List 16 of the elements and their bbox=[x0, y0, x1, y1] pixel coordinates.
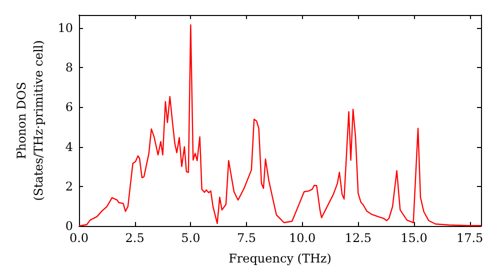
x-tick-label: 17.5 bbox=[456, 231, 484, 245]
y-tick-label: 4 bbox=[65, 140, 74, 154]
y-tick-label: 8 bbox=[65, 60, 73, 74]
y-tick-label: 6 bbox=[65, 100, 73, 114]
x-tick-label: 2.5 bbox=[125, 231, 144, 245]
x-tick-label: 0.0 bbox=[69, 231, 89, 245]
x-tick-label: 12.5 bbox=[344, 231, 372, 245]
x-tick-label: 10.0 bbox=[288, 231, 316, 245]
y-axis-title: Phonon DOS (States/THz·primitive cell) bbox=[14, 40, 46, 201]
x-tick-label: 7.5 bbox=[236, 231, 256, 245]
x-tick-label: 15.0 bbox=[400, 231, 428, 245]
y-tick-label: 0 bbox=[65, 219, 73, 233]
x-axis-title: Frequency (THz) bbox=[228, 252, 332, 266]
y-tick-label: 10 bbox=[58, 20, 73, 35]
x-tick-label: 5.0 bbox=[181, 231, 200, 245]
y-tick-label: 2 bbox=[65, 179, 73, 194]
